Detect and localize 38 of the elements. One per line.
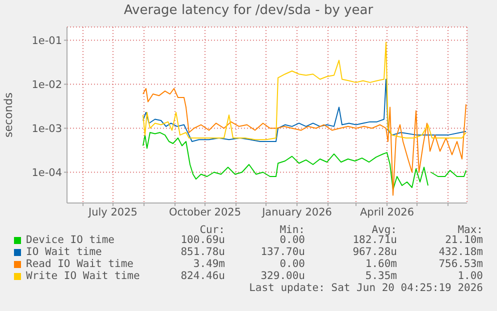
x-tick-label: July 2025 <box>88 206 138 218</box>
legend-label: Read IO Wait time <box>26 258 134 270</box>
text: Last update: Sat Jun 20 04:25:19 2026 <box>249 282 483 294</box>
x-tick-label: April 2026 <box>360 206 414 218</box>
text: 1.60m <box>365 258 397 270</box>
text: 3.49m <box>193 258 225 270</box>
y-tick-label: 1e-01 <box>32 34 62 47</box>
y-axis-title: seconds <box>2 92 15 138</box>
text: 756.53m <box>438 258 483 270</box>
chart-title: Average latency for /dev/sda - by year <box>122 3 374 18</box>
x-tick-label: October 2025 <box>168 206 242 218</box>
text: Min: <box>280 224 305 236</box>
y-tick-label: 1e-02 <box>32 78 62 91</box>
legend-label: Write IO Wait time <box>26 270 140 282</box>
text: 137.70u <box>260 246 305 258</box>
legend-label: Device IO time <box>26 234 115 246</box>
y-tick-label: 1e-03 <box>32 122 62 135</box>
text: Max: <box>458 224 483 236</box>
text: 100.69u <box>180 234 225 246</box>
text: Avg: <box>372 224 397 236</box>
text: 182.71u <box>352 234 397 246</box>
text: 329.00u <box>260 270 305 282</box>
text: 0.00 <box>280 258 305 270</box>
y-tick-label: 1e-04 <box>32 166 62 179</box>
text: 5.35m <box>365 270 397 282</box>
text: 21.10m <box>445 234 483 246</box>
line-series <box>142 88 466 196</box>
text: 432.18m <box>438 246 483 258</box>
text: 1.00 <box>458 270 483 282</box>
text: 0.00 <box>280 234 305 246</box>
legend-label: IO Wait time <box>26 246 102 258</box>
text: 851.78u <box>180 246 225 258</box>
x-tick-label: January 2026 <box>261 206 332 218</box>
text: Cur: <box>200 224 225 236</box>
line-series <box>142 42 466 140</box>
text: 824.46u <box>180 270 225 282</box>
text: 967.28u <box>352 246 397 258</box>
line-series <box>142 78 466 142</box>
